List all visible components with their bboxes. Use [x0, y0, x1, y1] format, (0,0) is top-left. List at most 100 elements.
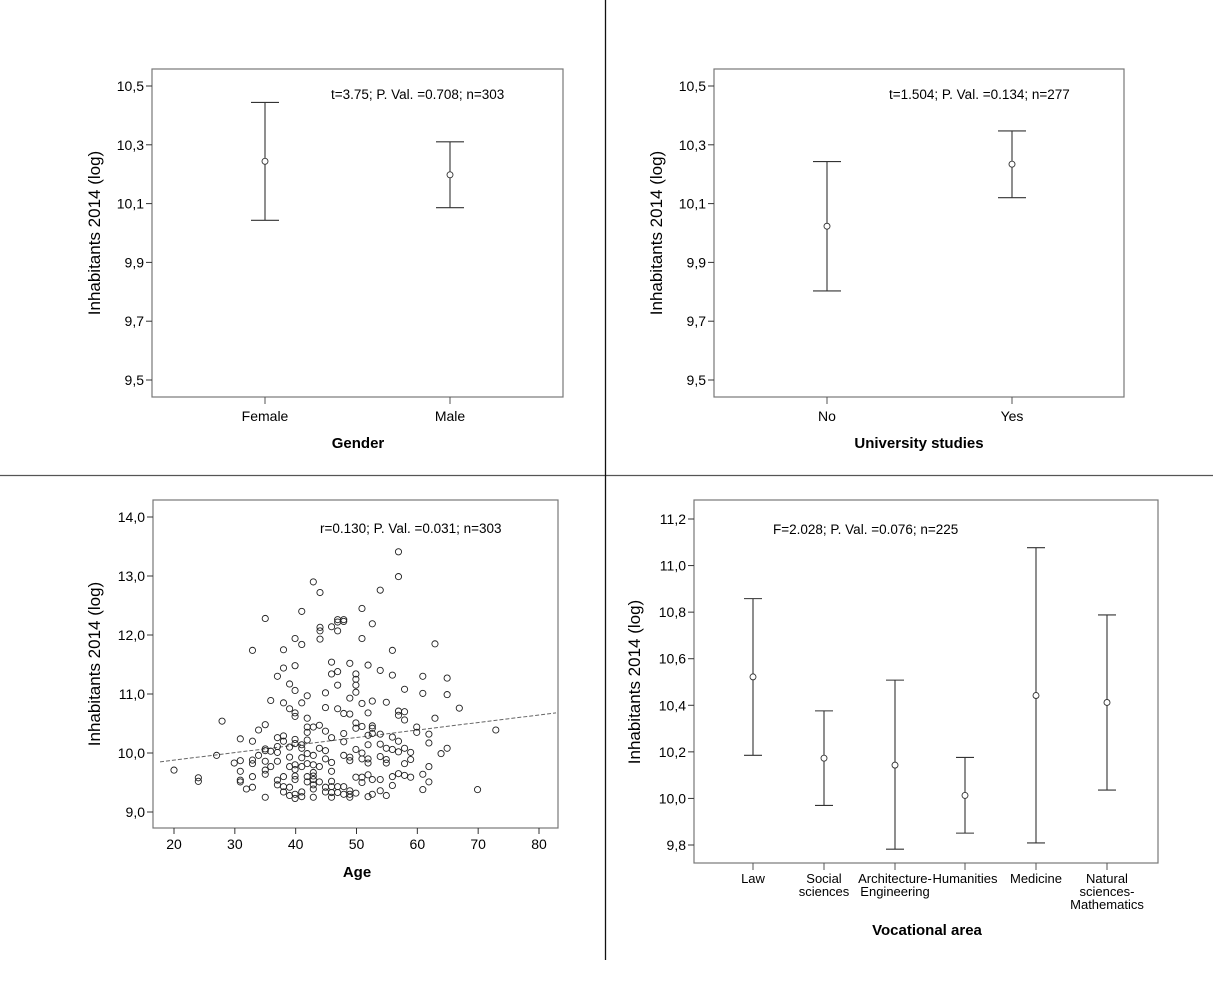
- scatter-point: [382, 744, 390, 752]
- scatter-point: [358, 773, 366, 781]
- y-tick-label: 9,5: [687, 372, 707, 388]
- y-tick-label: 10,0: [659, 790, 686, 806]
- scatter-point: [352, 719, 360, 727]
- scatter-point: [401, 708, 409, 716]
- mean-marker: [749, 673, 757, 681]
- scatter-point: [291, 662, 299, 670]
- scatter-point: [358, 778, 366, 787]
- stats-annotation: t=3.75; P. Val. =0.708; n=303: [331, 87, 504, 102]
- scatter-point: [303, 714, 311, 722]
- scatter-point: [368, 697, 376, 705]
- scatter-point: [273, 757, 281, 765]
- scatter-point: [291, 790, 299, 798]
- scatter-point: [376, 776, 384, 784]
- scatter-point: [328, 758, 336, 766]
- x-tick-label: 20: [166, 836, 182, 852]
- scatter-point: [298, 744, 306, 752]
- scatter-point: [364, 741, 372, 749]
- mean-marker: [891, 761, 899, 769]
- scatter-point: [492, 726, 500, 734]
- scatter-point: [407, 748, 415, 756]
- scatter-point: [328, 658, 336, 666]
- scatter-point: [364, 759, 372, 767]
- scatter-point: [279, 646, 288, 654]
- scatter-point: [388, 671, 396, 679]
- scatter-point: [303, 778, 311, 786]
- scatter-point: [279, 737, 288, 745]
- scatter-point: [267, 696, 275, 705]
- scatter-point: [419, 770, 427, 778]
- scatter-point: [394, 711, 403, 719]
- scatter-point: [394, 737, 403, 745]
- scatter-point: [328, 777, 336, 785]
- scatter-point: [286, 680, 294, 688]
- scatter-point: [382, 755, 390, 764]
- scatter-point: [394, 748, 403, 756]
- x-axis-title: Gender: [332, 435, 385, 452]
- scatter-point: [279, 664, 288, 672]
- x-tick-label: 70: [470, 836, 486, 852]
- scatter-point: [443, 691, 451, 699]
- plot-frame-1: [713, 68, 1125, 398]
- y-tick-label: 12,0: [118, 627, 145, 643]
- x-tick-label: 80: [531, 836, 547, 852]
- scatter-point: [315, 778, 323, 786]
- scatter-point: [328, 670, 336, 678]
- scatter-point: [298, 763, 306, 771]
- scatter-point: [316, 627, 324, 635]
- category-label: Medicine: [1010, 871, 1062, 886]
- stats-annotation: r=0.130; P. Val. =0.031; n=303: [320, 521, 502, 536]
- scatter-point: [273, 781, 281, 789]
- scatter-point: [298, 607, 306, 615]
- scatter-point: [388, 773, 396, 781]
- scatter-point: [358, 749, 366, 757]
- scatter-point: [291, 761, 299, 769]
- scatter-point: [303, 750, 311, 758]
- y-tick-label: 11,2: [660, 511, 686, 527]
- scatter-point: [401, 744, 409, 752]
- scatter-point: [388, 781, 396, 790]
- scatter-point: [364, 771, 372, 779]
- scatter-point: [316, 635, 324, 643]
- category-label: Architecture-: [858, 871, 932, 886]
- x-tick-label: 50: [349, 836, 365, 852]
- scatter-point: [364, 755, 372, 763]
- scatter-point: [364, 793, 372, 801]
- category-label: Yes: [1001, 408, 1024, 424]
- plot-frame-0: [151, 68, 564, 398]
- scatter-point: [340, 709, 348, 718]
- scatter-point: [321, 689, 330, 697]
- scatter-point: [213, 751, 221, 759]
- scatter-point: [236, 778, 244, 786]
- scatter-point: [291, 794, 299, 802]
- scatter-point: [368, 724, 376, 732]
- scatter-point: [261, 614, 269, 623]
- scatter-point: [425, 739, 433, 747]
- y-tick-label: 11,0: [660, 558, 686, 574]
- scatter-point: [358, 604, 366, 613]
- scatter-point: [328, 793, 336, 801]
- scatter-point: [309, 761, 317, 769]
- scatter-point: [358, 722, 366, 731]
- category-label: No: [818, 408, 836, 424]
- y-tick-label: 10,5: [679, 78, 706, 94]
- scatter-point: [291, 772, 299, 780]
- scatter-point: [346, 793, 354, 801]
- scatter-point: [455, 704, 463, 712]
- y-tick-label: 13,0: [118, 568, 145, 584]
- x-tick-label: 30: [227, 836, 243, 852]
- scatter-point: [248, 783, 257, 791]
- scatter-point: [413, 728, 421, 736]
- scatter-point: [352, 670, 360, 678]
- scatter-point: [382, 759, 390, 767]
- category-label: Law: [741, 871, 765, 886]
- scatter-point: [368, 729, 376, 738]
- scatter-point: [364, 731, 372, 739]
- scatter-point: [286, 783, 294, 791]
- y-axis-title: Inhabitants 2014 (log): [647, 151, 666, 315]
- scatter-point: [279, 699, 288, 707]
- x-tick-label: 60: [410, 836, 426, 852]
- scatter-point: [334, 705, 342, 713]
- scatter-point: [291, 776, 299, 784]
